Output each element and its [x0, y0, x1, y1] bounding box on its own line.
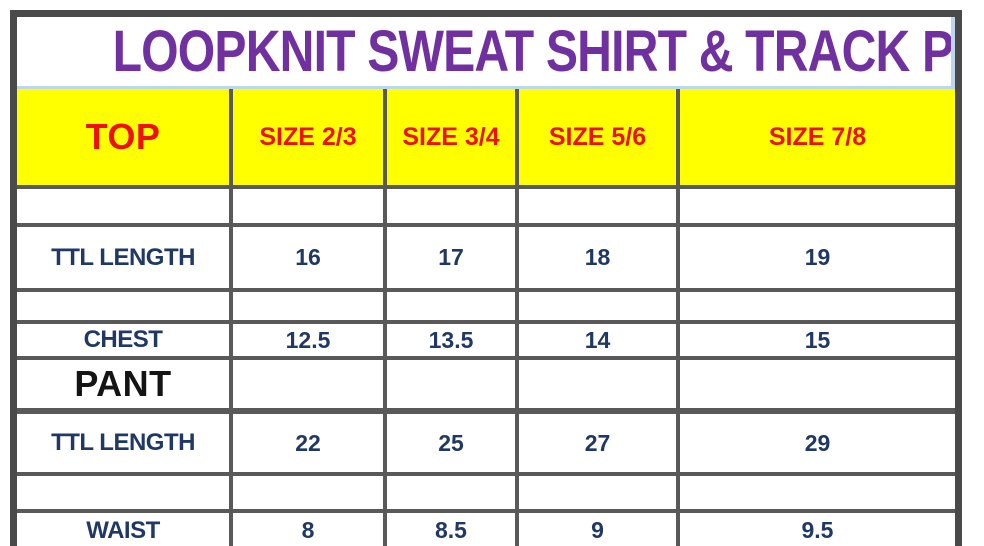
empty-cell	[229, 472, 387, 513]
row-pant-waist: WAIST 8 8.5 9 9.5	[17, 509, 955, 546]
title-bar: LOOPKNIT SWEAT SHIRT & TRACK PANT	[17, 17, 955, 89]
empty-cell	[676, 472, 955, 513]
header-cell-size-7-8: SIZE 7/8	[676, 89, 955, 189]
value-cell: 19	[676, 223, 955, 292]
empty-cell	[383, 288, 519, 324]
label-cell-pant-ttl-length: TTL LENGTH	[17, 409, 233, 476]
empty-cell	[383, 356, 519, 414]
label-cell-top-ttl-length: TTL LENGTH	[17, 223, 233, 292]
section-cell-pant: PANT	[17, 356, 233, 414]
value-cell: 27	[515, 409, 680, 476]
header-cell-size-5-6: SIZE 5/6	[515, 89, 680, 189]
row-pant-section: PANT	[17, 356, 955, 414]
row-top-ttl-length: TTL LENGTH 16 17 18 19	[17, 223, 955, 292]
empty-cell	[676, 356, 955, 414]
empty-cell	[229, 356, 387, 414]
empty-cell	[515, 356, 680, 414]
header-cell-size-2-3: SIZE 2/3	[229, 89, 387, 189]
value-cell: 13.5	[383, 320, 519, 360]
empty-cell	[229, 288, 387, 324]
empty-cell	[515, 472, 680, 513]
empty-cell	[17, 472, 233, 513]
value-cell: 16	[229, 223, 387, 292]
value-cell: 25	[383, 409, 519, 476]
empty-cell	[676, 185, 955, 227]
empty-cell	[17, 185, 233, 227]
empty-cell	[515, 288, 680, 324]
row-pant-ttl-length: TTL LENGTH 22 25 27 29	[17, 409, 955, 476]
header-cell-top: TOP	[17, 89, 233, 189]
value-cell: 18	[515, 223, 680, 292]
label-cell-waist: WAIST	[17, 509, 233, 546]
value-cell: 29	[676, 409, 955, 476]
header-cell-size-3-4: SIZE 3/4	[383, 89, 519, 189]
value-cell: 9	[515, 509, 680, 546]
spacer-row-3	[17, 472, 955, 513]
size-chart-table: TOP SIZE 2/3 SIZE 3/4 SIZE 5/6 SIZE 7/8 …	[17, 89, 955, 546]
value-cell: 12.5	[229, 320, 387, 360]
value-cell: 15	[676, 320, 955, 360]
spacer-row-1	[17, 185, 955, 227]
value-cell: 14	[515, 320, 680, 360]
value-cell: 9.5	[676, 509, 955, 546]
row-top-chest: CHEST 12.5 13.5 14 15	[17, 320, 955, 360]
empty-cell	[676, 288, 955, 324]
page-title: LOOPKNIT SWEAT SHIRT & TRACK PANT	[112, 19, 955, 84]
empty-cell	[515, 185, 680, 227]
value-cell: 8.5	[383, 509, 519, 546]
size-chart-sheet: LOOPKNIT SWEAT SHIRT & TRACK PANT TOP SI…	[10, 10, 962, 546]
empty-cell	[383, 185, 519, 227]
empty-cell	[383, 472, 519, 513]
spacer-row-2	[17, 288, 955, 324]
empty-cell	[229, 185, 387, 227]
label-cell-chest: CHEST	[17, 320, 233, 360]
header-row: TOP SIZE 2/3 SIZE 3/4 SIZE 5/6 SIZE 7/8	[17, 89, 955, 189]
value-cell: 8	[229, 509, 387, 546]
empty-cell	[17, 288, 233, 324]
value-cell: 22	[229, 409, 387, 476]
value-cell: 17	[383, 223, 519, 292]
